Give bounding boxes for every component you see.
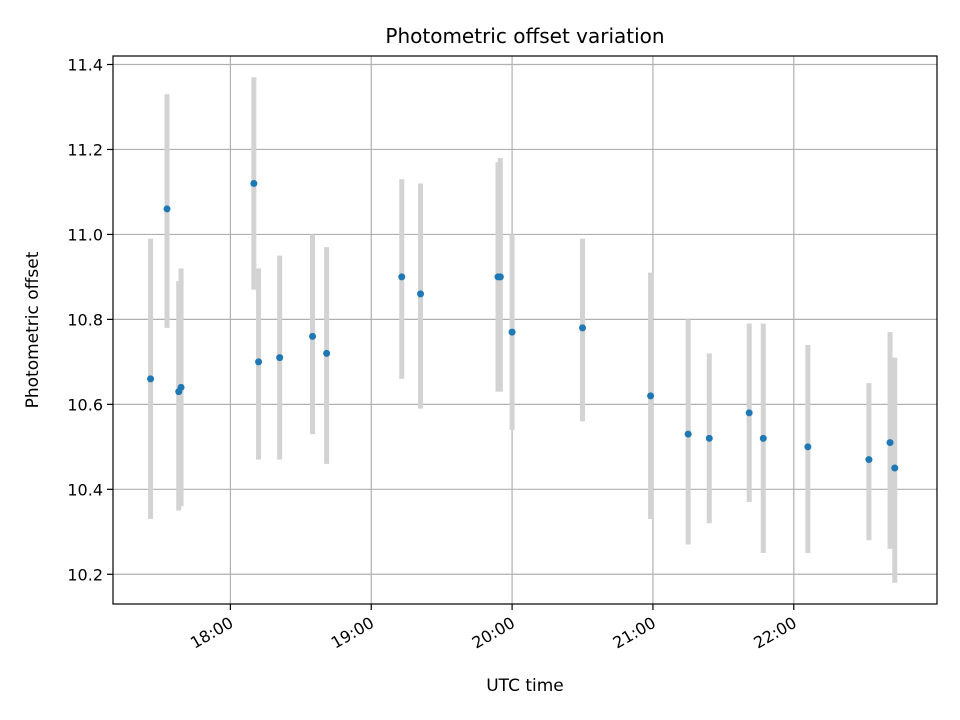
y-axis-label: Photometric offset bbox=[23, 251, 43, 408]
x-axis-label: UTC time bbox=[486, 676, 564, 696]
y-tick-label: 10.2 bbox=[67, 565, 103, 584]
y-tick-label: 10.8 bbox=[67, 310, 103, 329]
data-point bbox=[276, 354, 284, 362]
y-tick-label: 11.0 bbox=[67, 225, 103, 244]
data-point bbox=[745, 409, 753, 417]
data-point bbox=[508, 328, 516, 336]
data-point bbox=[163, 205, 171, 213]
data-point bbox=[891, 464, 899, 472]
data-point bbox=[398, 273, 406, 281]
data-point bbox=[865, 456, 873, 464]
data-point bbox=[309, 332, 317, 340]
data-point bbox=[647, 392, 655, 400]
data-point bbox=[804, 443, 812, 451]
data-points bbox=[147, 179, 899, 472]
data-point bbox=[323, 349, 331, 357]
data-point bbox=[579, 324, 587, 332]
data-point bbox=[759, 434, 767, 442]
y-tick-label: 11.2 bbox=[67, 140, 103, 159]
data-point bbox=[177, 383, 185, 391]
y-tick-label: 10.6 bbox=[67, 395, 103, 414]
data-point bbox=[684, 430, 692, 438]
data-point bbox=[705, 434, 713, 442]
data-point bbox=[417, 290, 425, 298]
data-point bbox=[255, 358, 263, 366]
y-tick-label: 10.4 bbox=[67, 480, 103, 499]
y-axis: 10.2 10.4 10.6 10.8 11.0 11.2 11.4 bbox=[67, 55, 113, 584]
grid bbox=[113, 56, 937, 604]
data-point bbox=[886, 439, 894, 447]
y-tick-label: 11.4 bbox=[67, 55, 103, 74]
plot-frame bbox=[112, 55, 938, 605]
chart-title: Photometric offset variation bbox=[385, 24, 664, 48]
data-point bbox=[496, 273, 504, 281]
data-point bbox=[250, 179, 258, 187]
data-point bbox=[147, 375, 155, 383]
